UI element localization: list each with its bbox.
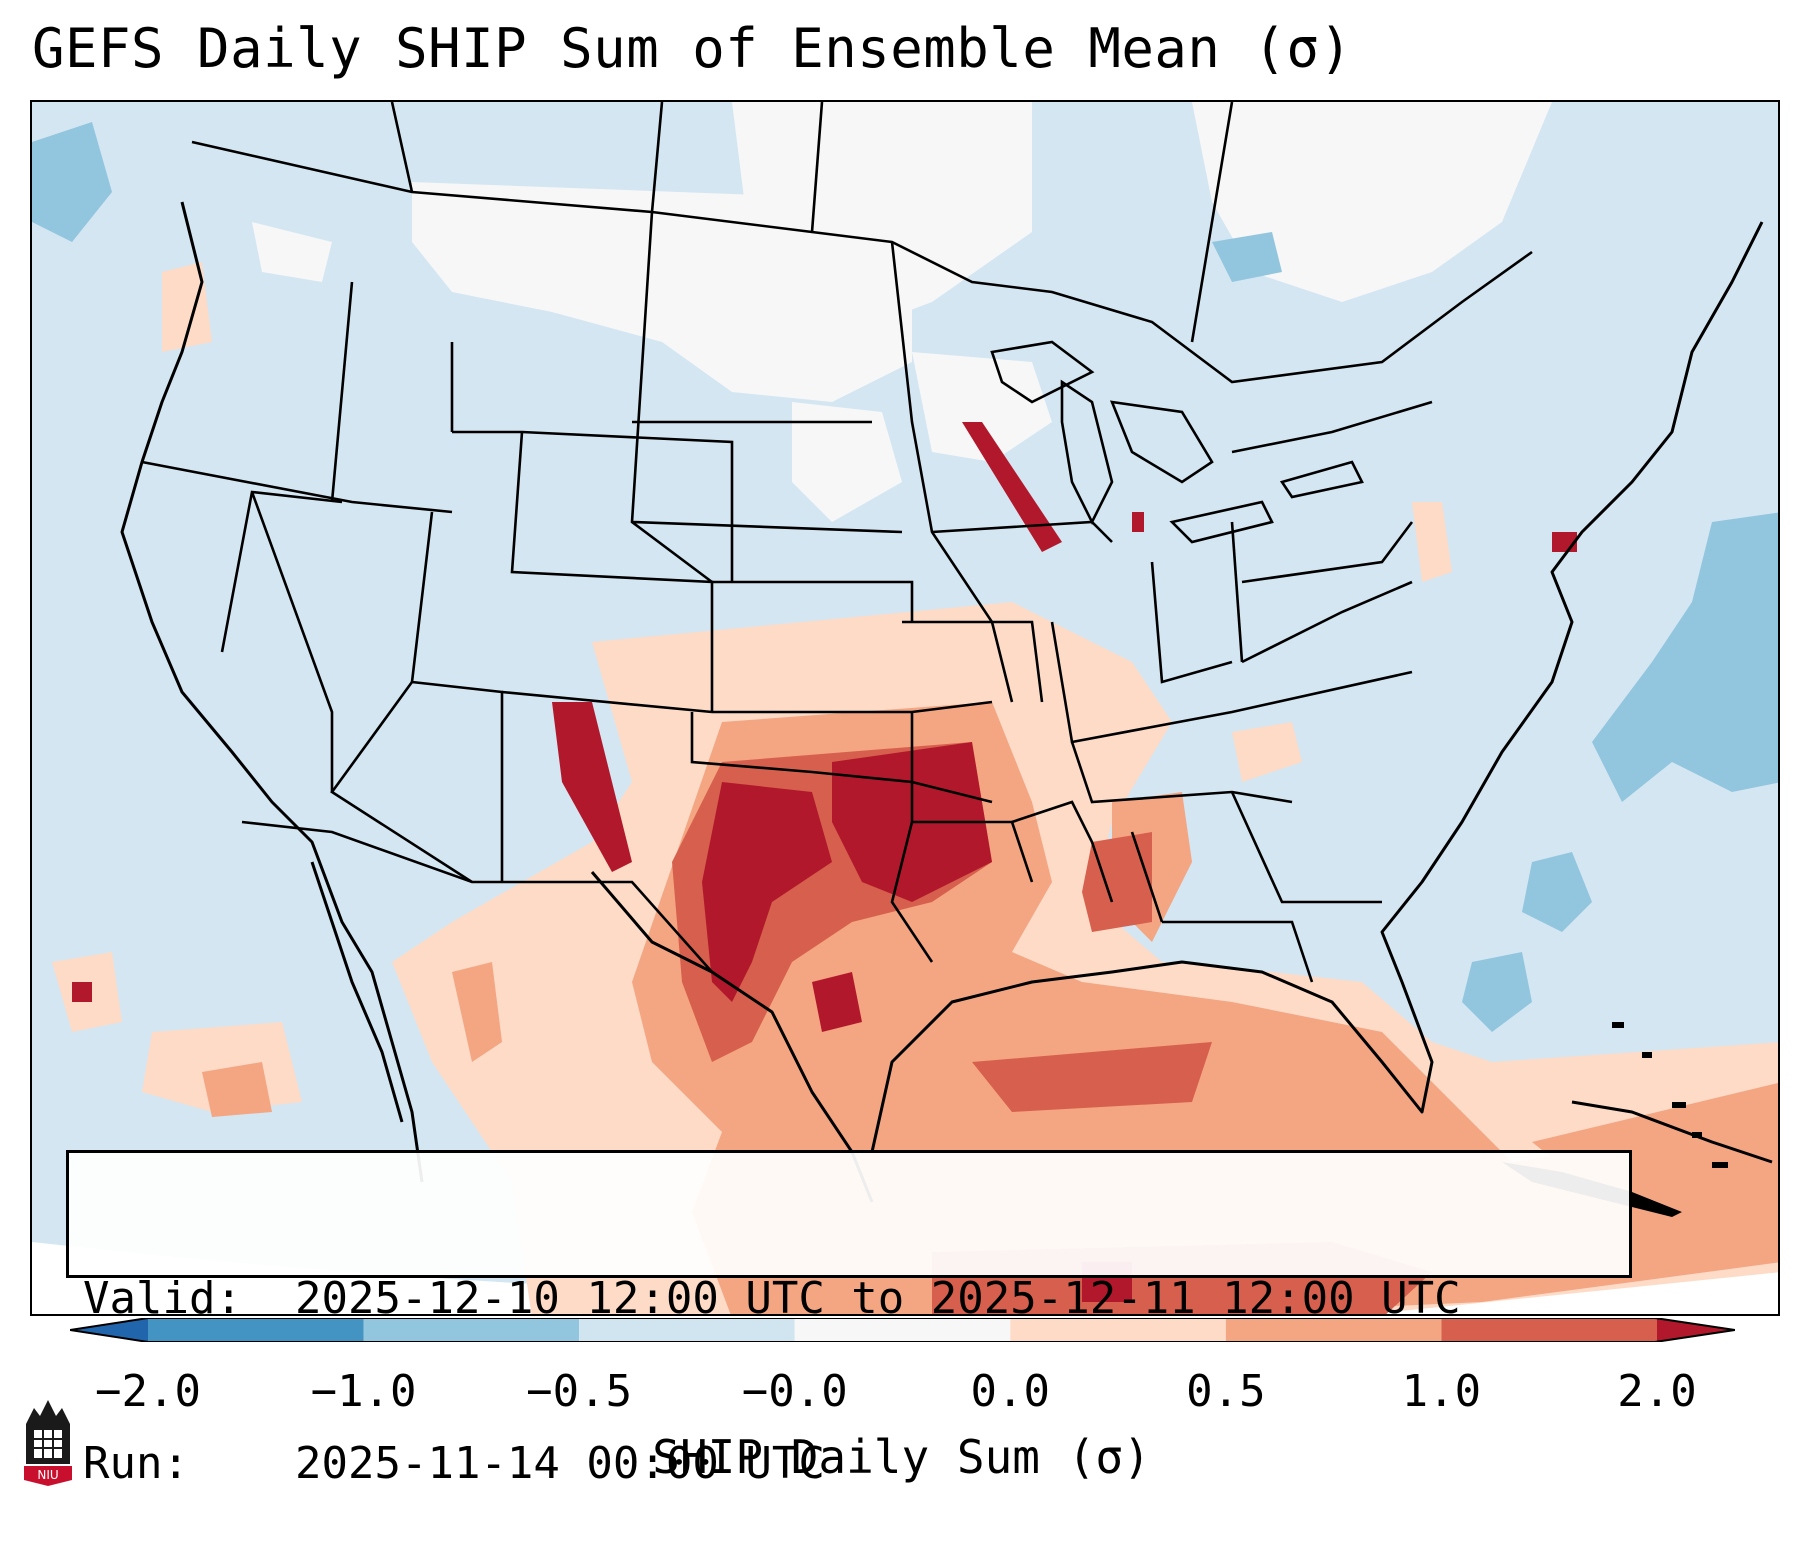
great-lakes [990, 340, 1364, 544]
valid-run-info-box: Valid: 2025-12-10 12:00 UTC to 2025-12-11… [66, 1150, 1632, 1489]
state-borders [141, 102, 1533, 1014]
colorbar-tick-label: −1.0 [310, 1366, 417, 1417]
run-label: Run: [83, 1438, 189, 1489]
colorbar-bin [1010, 1318, 1226, 1342]
colorbar-bin [363, 1318, 580, 1342]
colorbar-bin [148, 1318, 364, 1342]
colorbar-tick-label: 2.0 [1617, 1366, 1697, 1417]
colorbar-tick-label: −2.0 [95, 1366, 201, 1417]
valid-value: 2025-12-10 12:00 UTC to 2025-12-11 12:00… [295, 1273, 1461, 1324]
colorbar-tick-label: 0.0 [970, 1366, 1051, 1417]
map-canvas [32, 102, 1778, 1314]
near-zero-regions [252, 102, 1552, 522]
valid-label: Valid: [83, 1273, 242, 1324]
colorbar-label: SHIP Daily Sum (σ) [652, 1430, 1151, 1484]
colorbar-bin [70, 1318, 148, 1342]
niu-logo: NIU [24, 1400, 72, 1486]
colorbar-bin [1657, 1318, 1735, 1342]
run-value: 2025-11-14 00:00 UTC [295, 1438, 825, 1489]
colorbar [70, 1318, 1735, 1342]
logo-text: NIU [37, 1468, 58, 1482]
negative-anomaly-regions [32, 122, 1778, 1032]
colorbar-bin [1225, 1318, 1442, 1342]
anomaly-above-2.0 [72, 422, 1577, 1302]
colorbar-tick-label: −0.0 [741, 1366, 848, 1417]
colorbar-tick-label: 0.5 [1186, 1366, 1266, 1417]
colorbar-tick-label: −0.5 [526, 1366, 633, 1417]
chart-title: GEFS Daily SHIP Sum of Ensemble Mean (σ) [32, 17, 1353, 80]
map-panel [30, 100, 1780, 1316]
colorbar-bin [794, 1318, 1011, 1342]
colorbar-bin [579, 1318, 795, 1342]
colorbar-tick-label: 1.0 [1401, 1366, 1482, 1417]
colorbar-bin [1441, 1318, 1657, 1342]
